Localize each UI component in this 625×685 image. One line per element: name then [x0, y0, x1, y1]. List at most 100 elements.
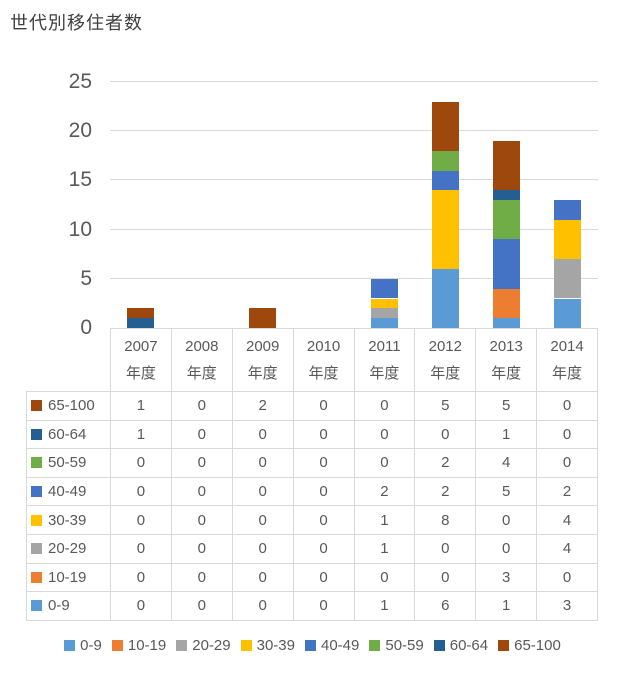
legend-item-60-64: 60-64	[433, 637, 489, 654]
legend-swatch-60-64	[433, 640, 445, 651]
table-row-label-30-39: 30-39	[26, 505, 111, 535]
table-cell-0-9-2008: 0	[170, 591, 233, 621]
legend-item-0-9: 0-9	[64, 637, 102, 654]
legend-item-10-19: 10-19	[111, 637, 167, 654]
legend-swatch-10-19	[111, 640, 123, 651]
table-column-header-2009: 2009 年度	[231, 328, 294, 392]
y-axis-tick-label: 20	[68, 119, 92, 143]
legend-swatch-20-29	[176, 640, 188, 651]
table-row-30-39: 30-39 0 0 0 0 1 8 0 4	[26, 505, 598, 535]
gridline-10	[110, 228, 598, 230]
series-key-swatch-50-59	[31, 457, 42, 469]
table-corner-cell	[27, 329, 111, 392]
table-row-label-50-59: 50-59	[26, 448, 111, 478]
series-key-swatch-0-9	[31, 600, 42, 612]
table-cell-50-59-2010: 0	[292, 448, 355, 478]
bar-segment-30-39-2011	[371, 298, 398, 309]
table-cell-65-100-2013: 5	[475, 391, 538, 421]
chart-legend: 0-9 10-19 20-29 30-39 40-49 50-59 60-64 65-100	[0, 637, 625, 654]
legend-label-0-9: 0-9	[80, 637, 102, 654]
y-axis-tick-label: 25	[68, 70, 92, 93]
table-cell-20-29-2010: 0	[292, 533, 355, 564]
table-cell-60-64-2007: 1	[110, 419, 172, 450]
legend-label-60-64: 60-64	[449, 637, 489, 654]
bar-segment-0-9-2014	[554, 298, 581, 328]
legend-swatch-30-39	[240, 640, 252, 651]
table-row-label-40-49: 40-49	[26, 476, 111, 507]
table-row-label-10-19: 10-19	[26, 562, 111, 593]
table-row-label-20-29: 20-29	[26, 533, 111, 564]
legend-label-10-19: 10-19	[127, 637, 167, 654]
table-cell-60-64-2011: 0	[353, 419, 416, 450]
table-cell-65-100-2010: 0	[292, 391, 355, 421]
bar-segment-10-19-2013	[493, 288, 520, 319]
table-cell-0-9-2010: 0	[292, 591, 355, 621]
table-cell-10-19-2012: 0	[414, 562, 477, 593]
table-cell-65-100-2009: 2	[231, 391, 294, 421]
table-cell-20-29-2008: 0	[170, 533, 233, 564]
table-cell-30-39-2012: 8	[414, 505, 477, 535]
table-cell-20-29-2007: 0	[110, 533, 172, 564]
bar-segment-30-39-2012	[432, 190, 459, 269]
y-axis-tick-label: 10	[68, 217, 92, 241]
table-cell-40-49-2007: 0	[110, 476, 172, 507]
gridline-20	[110, 130, 598, 132]
table-cell-20-29-2012: 0	[414, 533, 477, 564]
table-column-header-2012: 2012 年度	[414, 328, 477, 392]
bar-segment-65-100-2007	[127, 308, 154, 319]
table-cell-60-64-2008: 0	[170, 419, 233, 450]
legend-label-30-39: 30-39	[256, 637, 295, 654]
table-cell-10-19-2014: 0	[536, 562, 598, 593]
legend-item-30-39: 30-39	[240, 637, 295, 654]
table-cell-40-49-2012: 2	[414, 476, 477, 507]
series-key-swatch-40-49	[31, 486, 42, 498]
bar-segment-40-49-2012	[432, 170, 459, 191]
bar-segment-0-9-2013	[493, 318, 520, 328]
legend-swatch-65-100	[498, 640, 510, 651]
table-cell-50-59-2009: 0	[231, 448, 294, 478]
legend-item-50-59: 50-59	[369, 637, 424, 654]
table-cell-50-59-2014: 0	[536, 448, 598, 478]
bar-segment-65-100-2012	[432, 101, 459, 151]
table-cell-10-19-2009: 0	[231, 562, 294, 593]
table-cell-30-39-2011: 1	[353, 505, 416, 535]
legend-item-20-29: 20-29	[176, 637, 231, 654]
bar-segment-40-49-2014	[554, 200, 581, 220]
series-key-swatch-60-64	[31, 428, 42, 440]
y-axis-tick-label: 5	[80, 266, 92, 290]
table-cell-40-49-2013: 5	[475, 476, 538, 507]
series-key-swatch-30-39	[31, 514, 42, 526]
table-row-label-65-100: 65-100	[26, 391, 111, 421]
chart-title: 世代別移住者数	[10, 13, 143, 33]
table-cell-10-19-2013: 3	[475, 562, 538, 593]
bar-segment-60-64-2007	[127, 318, 154, 328]
legend-swatch-40-49	[304, 640, 316, 651]
table-row-0-9: 0-9 0 0 0 0 1 6 1 3	[26, 591, 598, 621]
data-table: 2007 年度 2008 年度 2009 年度 2010 年度 2011 年度 2012 年度 2013…	[26, 328, 598, 621]
table-cell-40-49-2008: 0	[170, 476, 233, 507]
series-key-swatch-65-100	[31, 400, 42, 412]
table-cell-65-100-2008: 0	[170, 391, 233, 421]
table-cell-65-100-2012: 5	[414, 391, 477, 421]
table-row-20-29: 20-29 0 0 0 0 1 0 0 4	[26, 533, 598, 564]
table-row-label-60-64: 60-64	[26, 419, 111, 450]
table-column-header-2007: 2007 年度	[110, 328, 172, 392]
table-cell-10-19-2007: 0	[110, 562, 172, 593]
table-cell-20-29-2014: 4	[536, 533, 598, 564]
table-cell-0-9-2007: 0	[110, 591, 172, 621]
table-cell-60-64-2013: 1	[475, 419, 538, 450]
table-cell-30-39-2007: 0	[110, 505, 172, 535]
bar-segment-20-29-2011	[371, 308, 398, 319]
table-row-50-59: 50-59 0 0 0 0 0 2 4 0	[26, 448, 598, 478]
series-key-swatch-10-19	[31, 571, 42, 583]
bar-segment-50-59-2013	[493, 200, 520, 240]
table-cell-30-39-2008: 0	[170, 505, 233, 535]
table-cell-60-64-2012: 0	[414, 419, 477, 450]
bar-segment-60-64-2013	[493, 190, 520, 200]
table-cell-0-9-2013: 1	[475, 591, 538, 621]
table-cell-40-49-2010: 0	[292, 476, 355, 507]
table-row-65-100: 65-100 1 0 2 0 0 5 5 0	[26, 391, 598, 421]
legend-label-65-100: 65-100	[514, 637, 561, 654]
table-cell-30-39-2010: 0	[292, 505, 355, 535]
